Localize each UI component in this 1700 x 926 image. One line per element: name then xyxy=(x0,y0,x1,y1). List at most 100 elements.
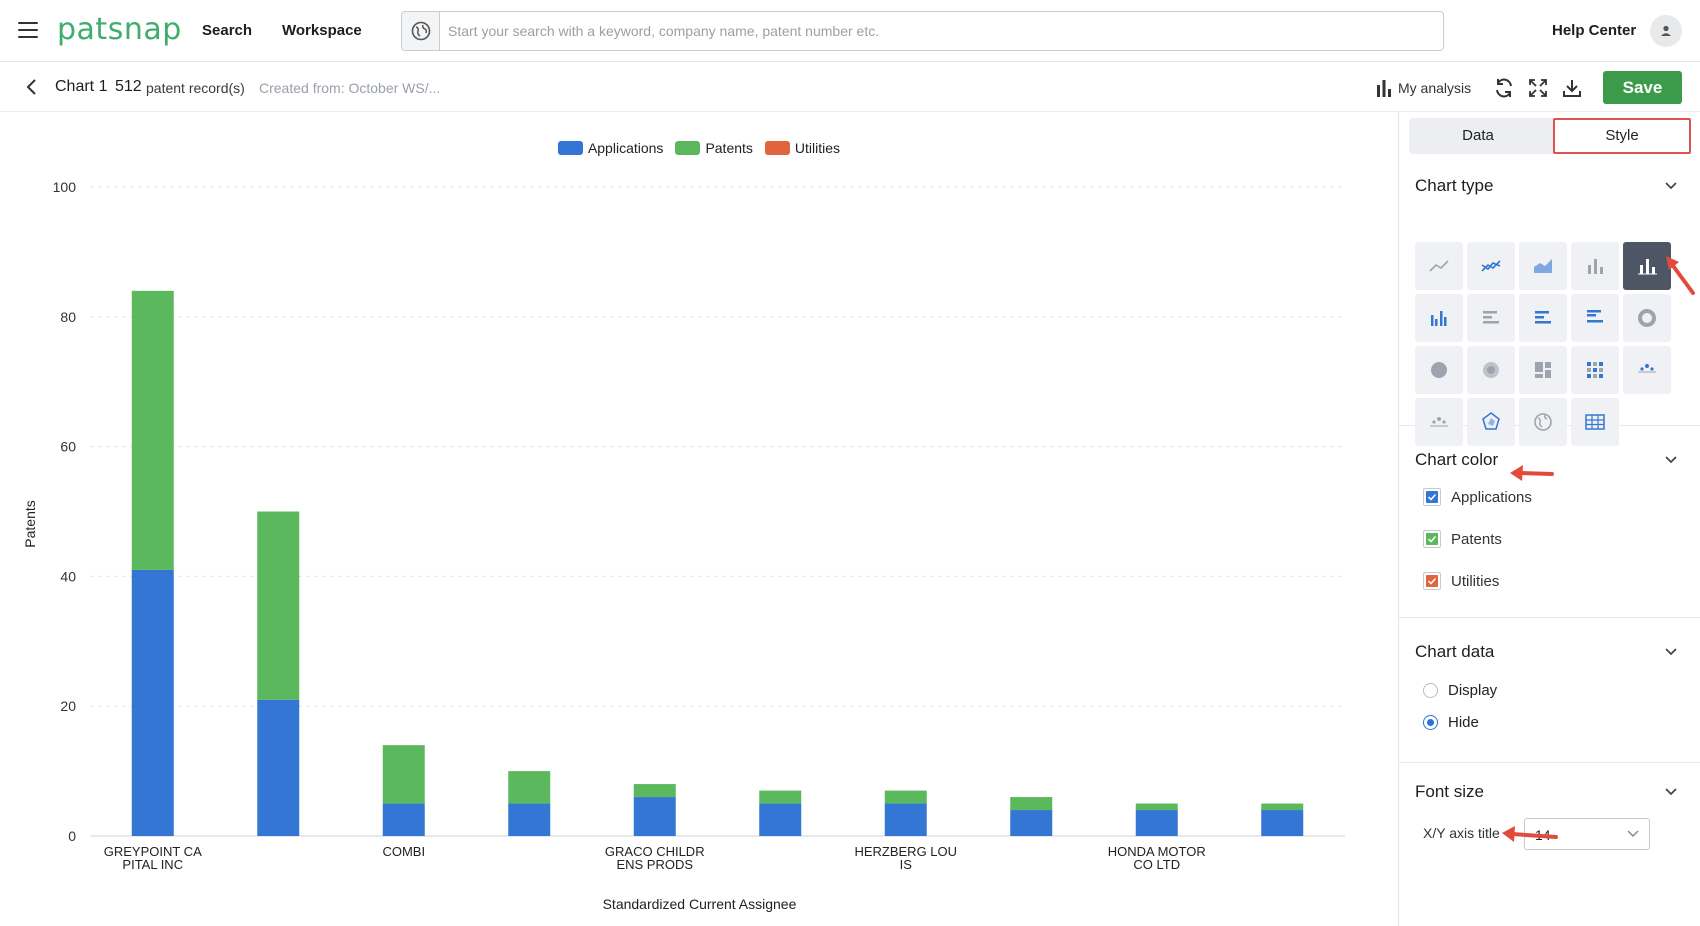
created-from-text[interactable]: Created from: October WS/... xyxy=(259,80,440,96)
chart-color-item[interactable]: Applications xyxy=(1423,488,1532,506)
style-panel: Data Style Chart type Chart color Applic… xyxy=(1398,112,1700,926)
y-tick-label: 20 xyxy=(60,698,76,714)
chart-color-item[interactable]: Patents xyxy=(1423,530,1502,548)
bar-chart-icon xyxy=(1376,79,1392,97)
bar-segment xyxy=(634,784,676,797)
y-axis-title: Patents xyxy=(22,500,38,547)
display-radio-option[interactable]: Display xyxy=(1423,682,1497,699)
bar-segment xyxy=(132,570,174,836)
color-item-label: Patents xyxy=(1451,531,1502,548)
column-chart-type-button[interactable] xyxy=(1571,242,1619,290)
x-tick-label: COMBI xyxy=(382,844,425,859)
top-nav: patsnap Search Workspace Help Center xyxy=(0,0,1700,62)
avatar[interactable] xyxy=(1650,15,1682,47)
bar-segment xyxy=(759,804,801,836)
bar-segment xyxy=(885,804,927,836)
globe-icon[interactable] xyxy=(402,12,440,50)
legend-swatch xyxy=(675,141,700,155)
hide-radio[interactable] xyxy=(1423,715,1438,730)
menu-icon[interactable] xyxy=(18,22,38,38)
area-chart-type-button[interactable] xyxy=(1519,242,1567,290)
heat-grid-chart-type-button[interactable] xyxy=(1571,346,1619,394)
my-analysis-button[interactable]: My analysis xyxy=(1376,78,1471,98)
font-size-title: Font size xyxy=(1415,782,1484,802)
pie-chart-type-button[interactable] xyxy=(1415,346,1463,394)
x-tick-label: PITAL INC xyxy=(122,857,183,872)
y-tick-label: 100 xyxy=(53,179,77,195)
tab-data[interactable]: Data xyxy=(1409,118,1547,154)
bar-segment xyxy=(1261,804,1303,810)
legend-item[interactable]: Patents xyxy=(675,140,752,156)
chart-data-title: Chart data xyxy=(1415,642,1494,662)
grouped-column-chart-type-button[interactable] xyxy=(1415,294,1463,342)
rose-chart-type-button[interactable] xyxy=(1467,346,1515,394)
legend-label: Patents xyxy=(705,140,752,156)
color-item-label: Applications xyxy=(1451,489,1532,506)
panel-tabs: Data Style xyxy=(1409,118,1691,154)
help-center-link[interactable]: Help Center xyxy=(1552,22,1636,39)
display-radio[interactable] xyxy=(1423,683,1438,698)
record-label: patent record(s) xyxy=(146,80,245,96)
legend-item[interactable]: Utilities xyxy=(765,140,840,156)
chart-name[interactable]: Chart 1 xyxy=(55,78,107,96)
back-arrow-icon[interactable] xyxy=(22,77,42,97)
bar-segment xyxy=(885,791,927,804)
record-count: 512 xyxy=(115,78,142,96)
chart-data-section: Chart data Display Hide xyxy=(1399,618,1700,763)
legend-label: Utilities xyxy=(795,140,840,156)
color-swatch-checkbox[interactable] xyxy=(1423,530,1441,548)
bar-segment xyxy=(257,512,299,700)
legend-swatch xyxy=(765,141,790,155)
stacked-bar-chart-type-button[interactable] xyxy=(1519,294,1567,342)
chart-color-section: Chart color Applications Patents Utilities xyxy=(1399,426,1700,618)
chart-header: Chart 1 512 patent record(s) Created fro… xyxy=(0,62,1700,112)
line-chart-type-button[interactable] xyxy=(1415,242,1463,290)
legend-item[interactable]: Applications xyxy=(558,140,664,156)
download-icon[interactable] xyxy=(1561,77,1583,99)
chevron-down-icon[interactable] xyxy=(1663,452,1679,468)
bar-chart-type-button[interactable] xyxy=(1467,294,1515,342)
display-label: Display xyxy=(1448,682,1497,699)
treemap-chart-type-button[interactable] xyxy=(1519,346,1567,394)
y-tick-label: 80 xyxy=(60,309,76,325)
multi-line-chart-type-button[interactable] xyxy=(1467,242,1515,290)
bar-segment xyxy=(383,804,425,836)
annotation-arrow-icon xyxy=(1663,253,1697,297)
bar-segment xyxy=(634,797,676,836)
chart-legend: Applications Patents Utilities xyxy=(0,140,1398,156)
donut-chart-type-button[interactable] xyxy=(1623,294,1671,342)
patsnap-logo[interactable]: patsnap xyxy=(57,12,182,47)
fullscreen-icon[interactable] xyxy=(1527,77,1549,99)
bar-segment xyxy=(1261,810,1303,836)
grouped-bar-chart-type-button[interactable] xyxy=(1571,294,1619,342)
bar-segment xyxy=(508,771,550,803)
chevron-down-icon[interactable] xyxy=(1663,178,1679,194)
xy-axis-title-label: X/Y axis title xyxy=(1423,825,1500,841)
bar-segment xyxy=(1136,804,1178,810)
chevron-down-icon[interactable] xyxy=(1663,644,1679,660)
legend-swatch xyxy=(558,141,583,155)
chart-type-section: Chart type xyxy=(1399,154,1700,426)
scatter-chart-type-button[interactable] xyxy=(1623,346,1671,394)
chevron-down-icon[interactable] xyxy=(1663,784,1679,800)
y-tick-label: 40 xyxy=(60,568,76,584)
chart-color-item[interactable]: Utilities xyxy=(1423,572,1499,590)
chart-color-title: Chart color xyxy=(1415,450,1498,470)
hide-radio-option[interactable]: Hide xyxy=(1423,714,1479,731)
my-analysis-label: My analysis xyxy=(1398,80,1471,96)
nav-workspace-link[interactable]: Workspace xyxy=(282,22,362,39)
x-tick-label: IS xyxy=(900,857,913,872)
y-tick-label: 0 xyxy=(68,828,76,844)
x-tick-label: CO LTD xyxy=(1133,857,1180,872)
annotation-arrow-icon xyxy=(1500,823,1558,845)
color-swatch-checkbox[interactable] xyxy=(1423,488,1441,506)
y-tick-label: 60 xyxy=(60,439,76,455)
search-input[interactable] xyxy=(448,12,1428,50)
nav-search-link[interactable]: Search xyxy=(202,22,252,39)
bar-segment xyxy=(759,791,801,804)
save-button[interactable]: Save xyxy=(1603,71,1682,104)
refresh-icon[interactable] xyxy=(1493,77,1515,99)
bar-segment xyxy=(1010,797,1052,810)
color-swatch-checkbox[interactable] xyxy=(1423,572,1441,590)
tab-style[interactable]: Style xyxy=(1553,118,1691,154)
